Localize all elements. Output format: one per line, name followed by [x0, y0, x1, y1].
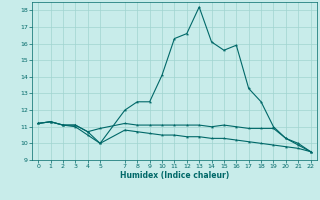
X-axis label: Humidex (Indice chaleur): Humidex (Indice chaleur) [120, 171, 229, 180]
